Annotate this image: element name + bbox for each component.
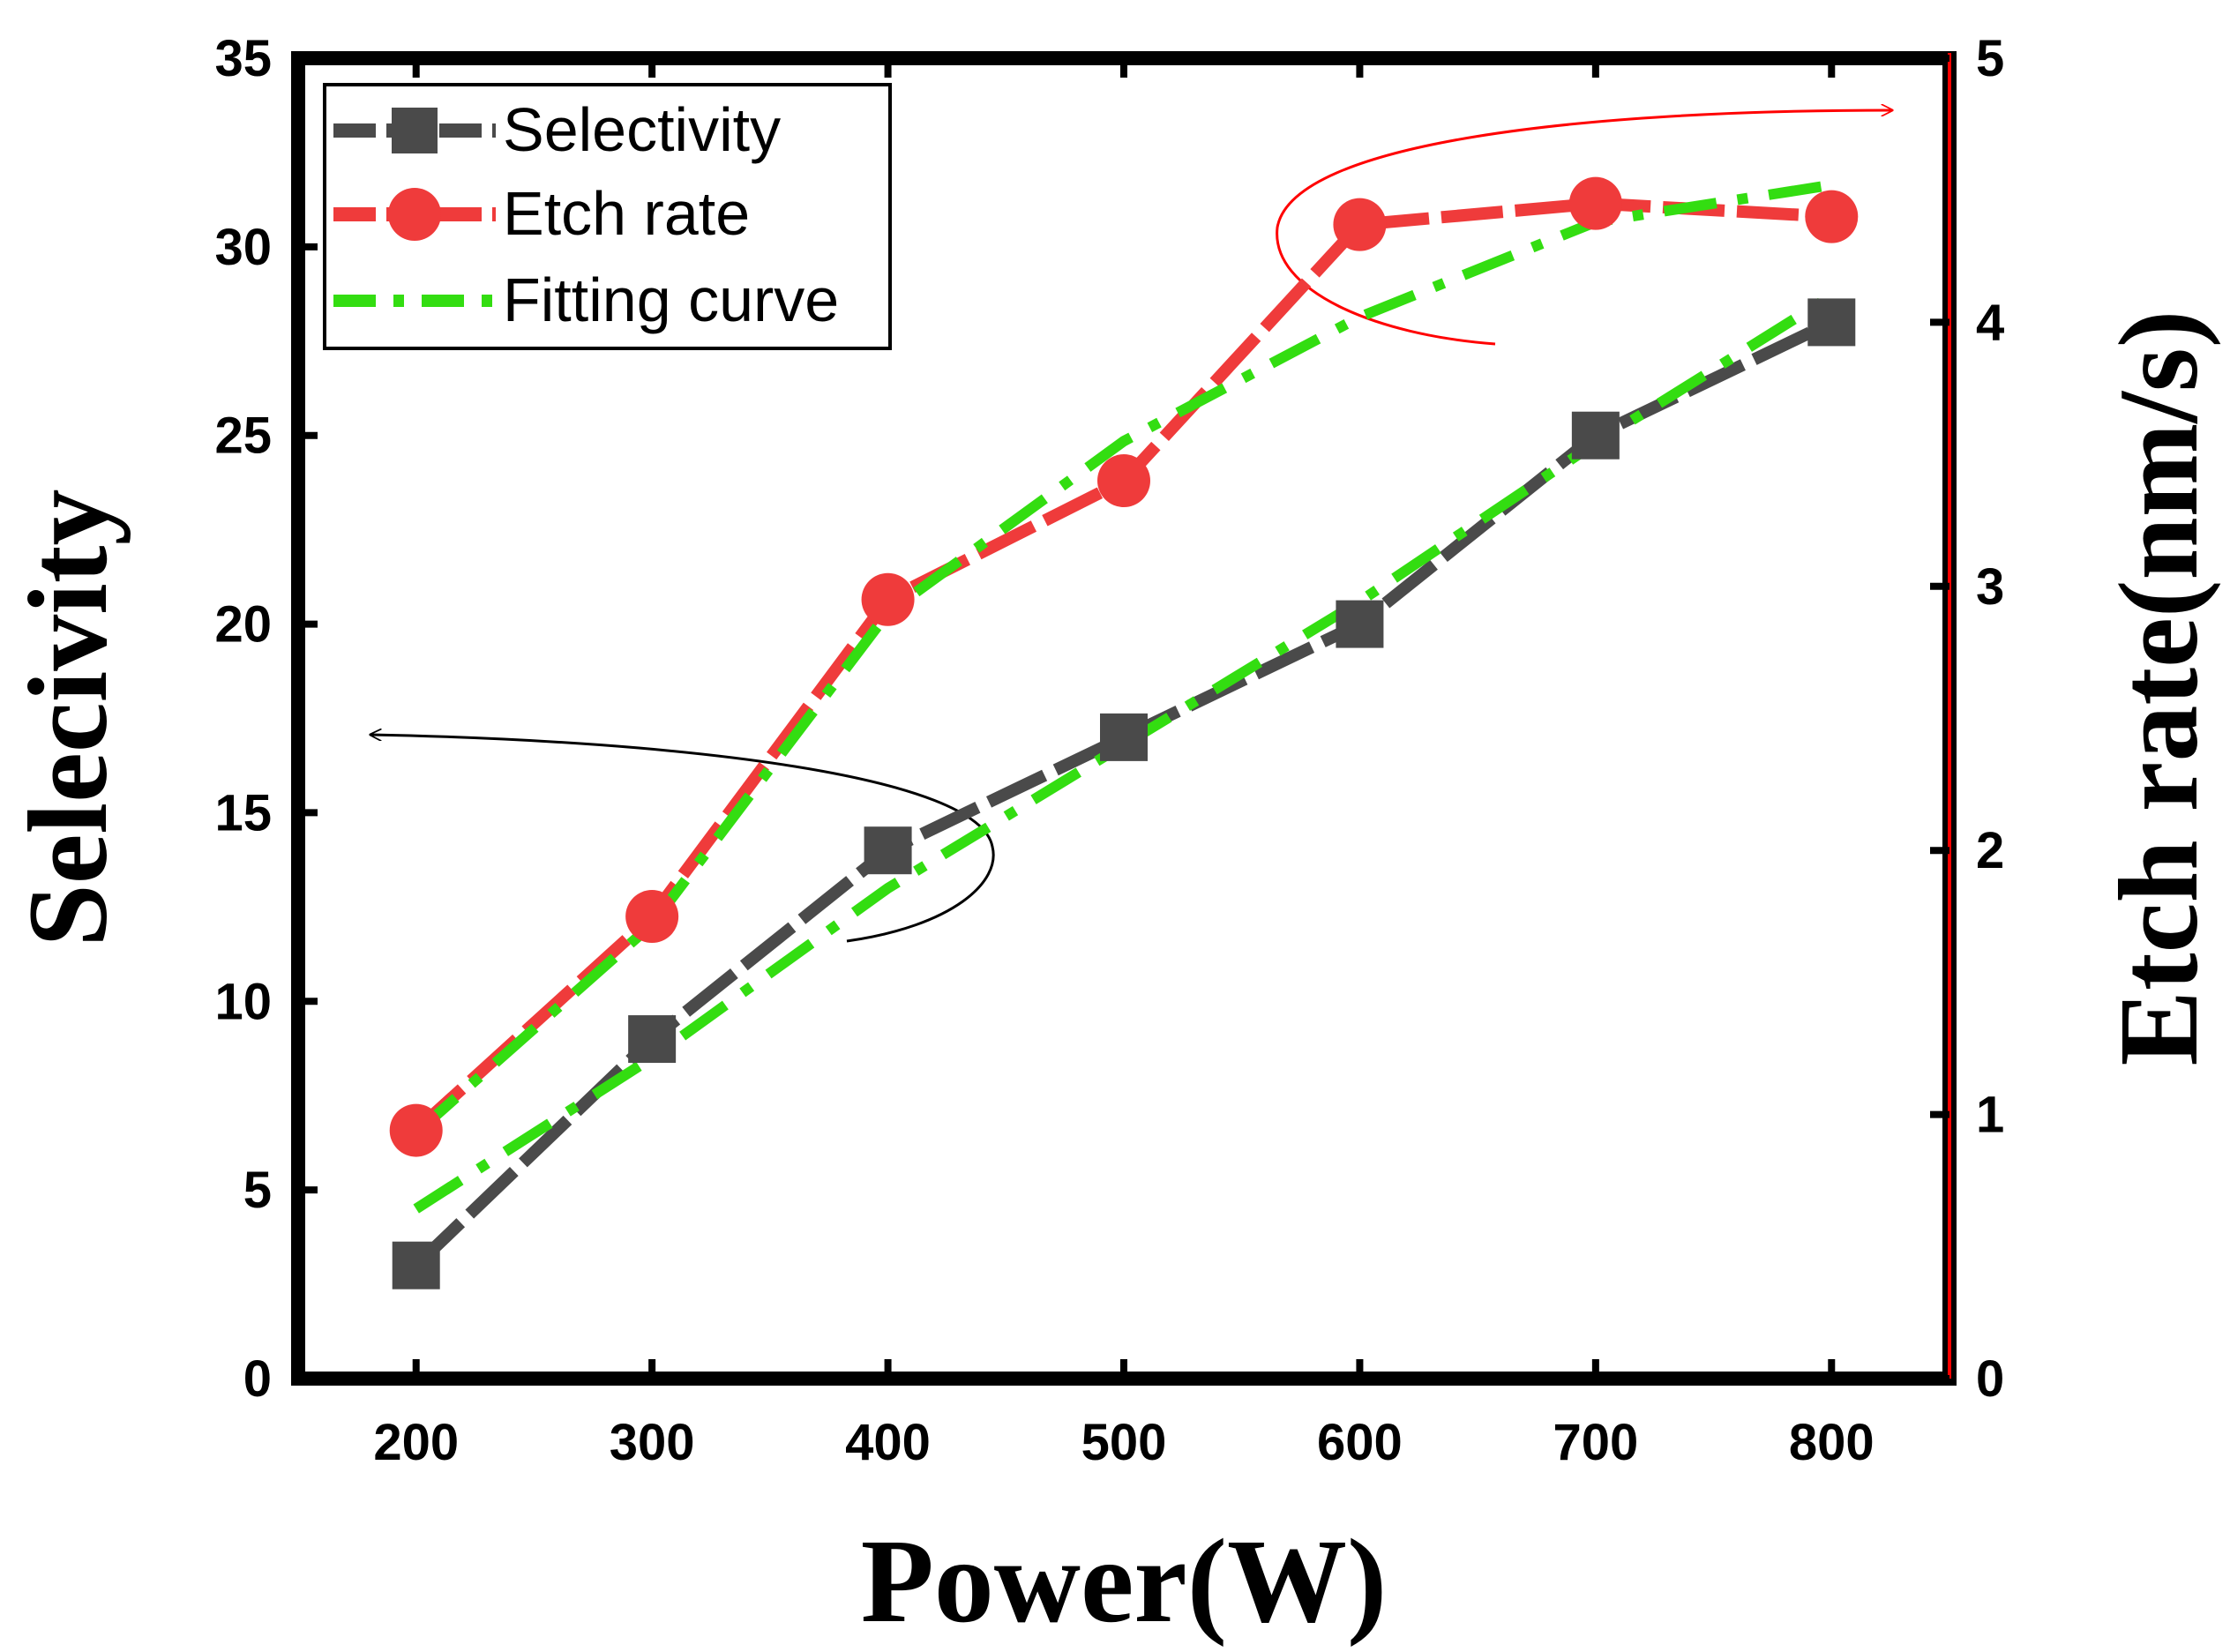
legend-marker-etch-rate: [388, 188, 441, 241]
y-axis-right-title: Etch rate(nm/s): [2096, 310, 2221, 1066]
legend: Selectivity Etch rate Fitting curve: [323, 83, 892, 350]
legend-marker-selectivity: [392, 108, 438, 153]
y-right-tick-label-5: 5: [1976, 30, 2004, 87]
y-left-tick-label-20: 20: [214, 596, 272, 654]
x-tick-label-200: 200: [373, 1414, 459, 1471]
x-tick-label-400: 400: [845, 1414, 931, 1471]
y-right-tick-label-4: 4: [1976, 294, 2004, 351]
legend-entry-selectivity: Selectivity: [333, 95, 781, 164]
etch-rate-point-700: [1568, 176, 1622, 230]
legend-entry-fitting-curve: Fitting curve: [333, 265, 839, 334]
y-axis-left-title: Selecivity: [5, 490, 131, 947]
y-left-tick-label-30: 30: [214, 219, 272, 276]
x-tick-label-700: 700: [1553, 1414, 1638, 1471]
series-layer: [389, 176, 1859, 1289]
y-left-tick-label-35: 35: [214, 30, 272, 87]
y-right-tick-label-1: 1: [1976, 1087, 2004, 1144]
selectivity-point-400: [864, 826, 912, 875]
legend-label-fitting-curve: Fitting curve: [503, 265, 839, 334]
legend-entry-etch-rate: Etch rate: [333, 179, 750, 248]
etch-rate-point-200: [389, 1103, 443, 1157]
selectivity-point-700: [1571, 411, 1620, 460]
x-tick-label-600: 600: [1317, 1414, 1403, 1471]
legend-label-etch-rate: Etch rate: [503, 179, 750, 248]
y-right-tick-label-3: 3: [1976, 558, 2004, 616]
x-tick-label-500: 500: [1081, 1414, 1167, 1471]
y-right-tick-label-0: 0: [1976, 1350, 2004, 1408]
etch-rate-point-400: [861, 572, 915, 626]
y-right-tick-label-2: 2: [1976, 822, 2004, 879]
legend-label-selectivity: Selectivity: [503, 95, 781, 164]
ticks-layer: 200 300 400 500 600 700 800 0 5 10 15 20 25 30 35 0 1 2 3 4…: [214, 30, 2004, 1471]
etch-rate-point-500: [1097, 454, 1150, 508]
x-axis-title: Power(W): [861, 1515, 1388, 1648]
y-left-tick-label-15: 15: [214, 784, 272, 841]
selectivity-point-800: [1807, 298, 1856, 347]
y-left-tick-label-0: 0: [243, 1350, 272, 1408]
selectivity-point-600: [1336, 600, 1384, 648]
x-tick-label-800: 800: [1789, 1414, 1875, 1471]
y-left-tick-label-10: 10: [214, 973, 272, 1030]
y-left-tick-label-5: 5: [243, 1162, 272, 1219]
selectivity-point-200: [392, 1241, 440, 1289]
selectivity-point-500: [1100, 713, 1148, 761]
etch-rate-axis-arrow: [1276, 110, 1892, 346]
etch-rate-point-600: [1333, 198, 1387, 251]
etch-rate-point-800: [1805, 190, 1859, 243]
x-tick-label-300: 300: [610, 1414, 695, 1471]
etch-rate-point-300: [625, 890, 679, 944]
selectivity-point-300: [628, 1015, 677, 1064]
y-left-tick-label-25: 25: [214, 407, 272, 465]
